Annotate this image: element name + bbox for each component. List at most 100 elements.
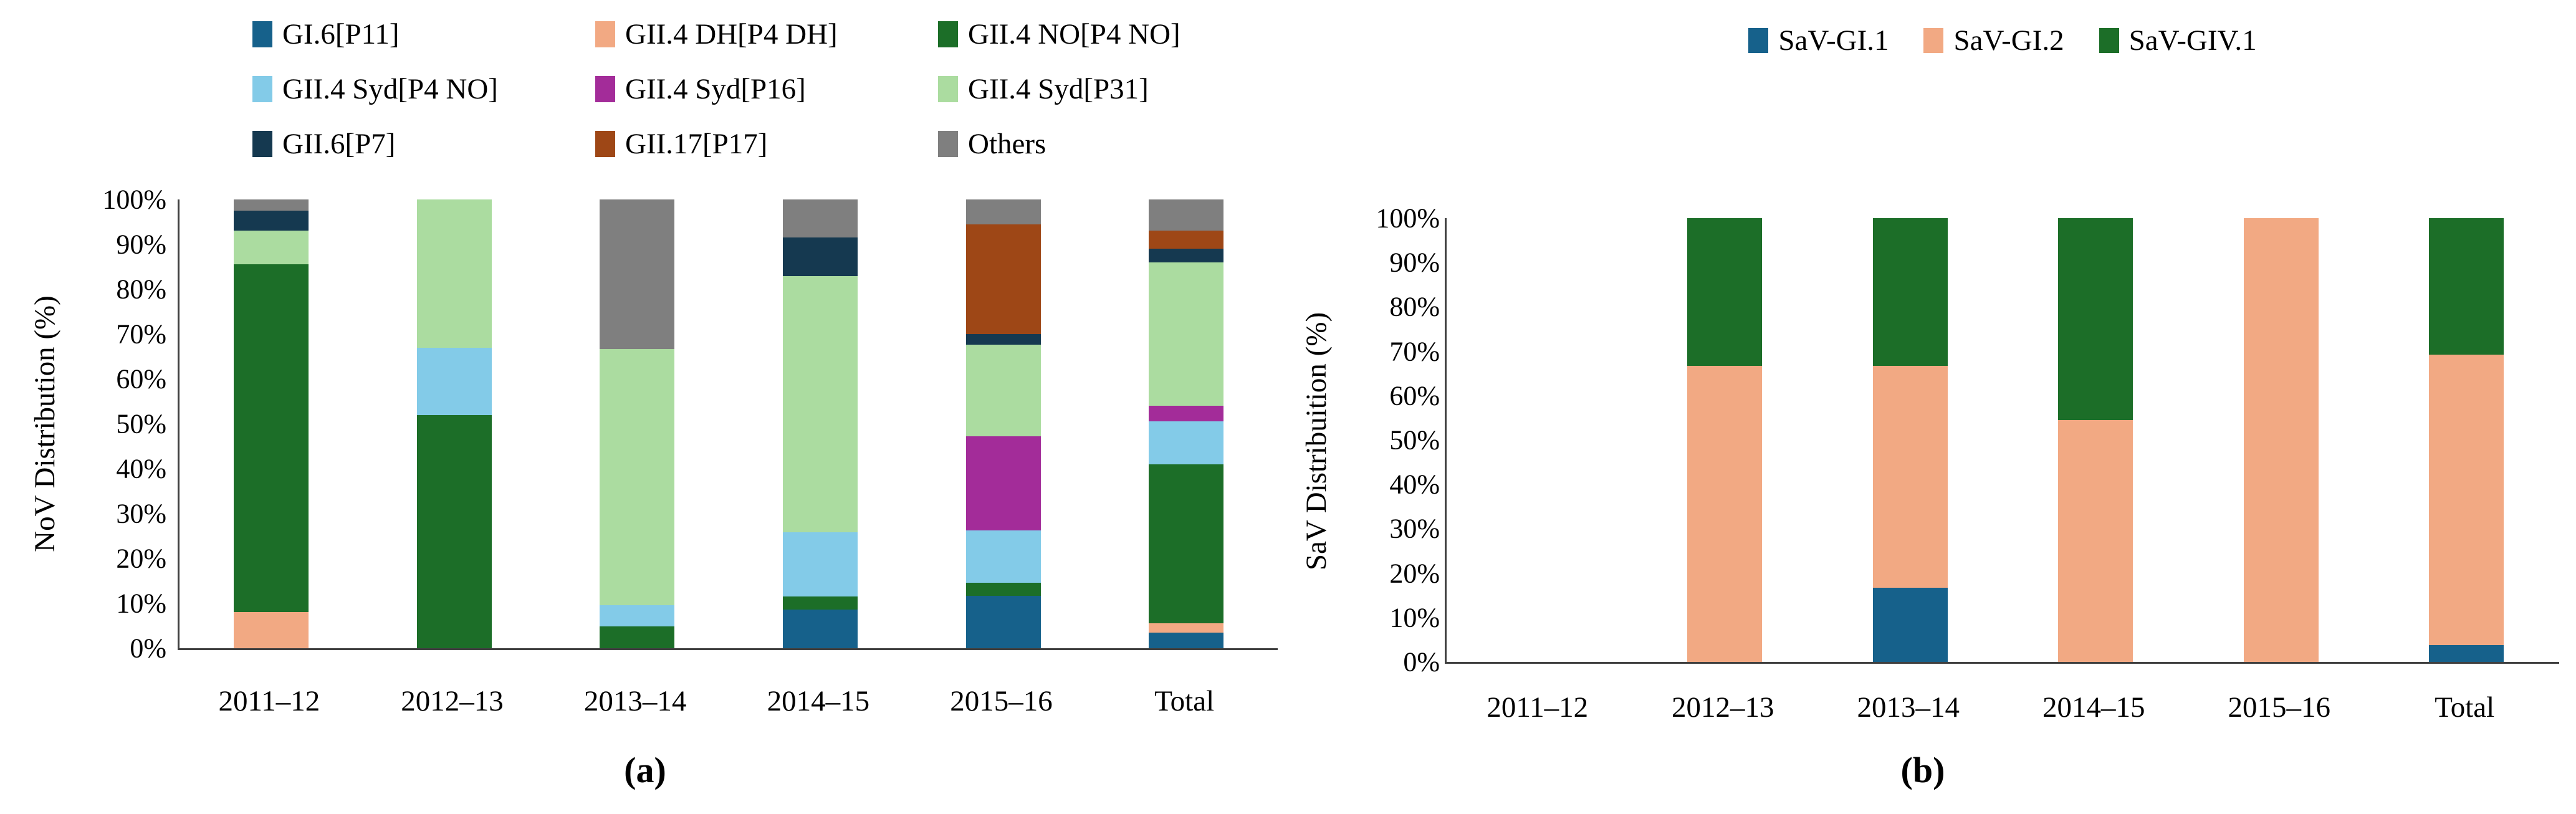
bar-segment [782, 596, 858, 610]
bar-slot [1094, 199, 1278, 648]
legend-label: GII.4 NO[P4 NO] [968, 18, 1180, 50]
legend-item: GII.17[P17] [595, 127, 938, 161]
bar-segment [416, 414, 492, 648]
y-tick-label: 10% [116, 588, 166, 619]
y-tick-label: 70% [1389, 336, 1440, 367]
y-tick-label: 60% [116, 363, 166, 395]
y-tick-label: 100% [102, 184, 166, 215]
y-tick-label: 40% [1389, 469, 1440, 500]
bar-segment [600, 605, 675, 627]
legend-item: GII.4 DH[P4 DH] [595, 17, 938, 51]
legend-swatch-icon [252, 131, 272, 157]
legend-item: GI.6[P11] [252, 17, 595, 51]
legend-swatch-icon [938, 76, 958, 102]
x-tick-label: 2015–16 [2228, 691, 2331, 724]
bar-segment [1149, 406, 1224, 422]
nov-legend: GI.6[P11] GII.4 DH[P4 DH] GII.4 NO[P4 NO] G… [252, 17, 1262, 161]
legend-item: SaV-GI.2 [1923, 24, 2064, 57]
x-tick-label: 2011–12 [1487, 691, 1589, 724]
sav-x-axis-labels: 2011–12 2012–13 2013–14 2014–15 2015–16 Total [1445, 691, 2557, 724]
bar-segment [2429, 355, 2504, 645]
bar-segment [1687, 218, 1763, 366]
bar-segment [1149, 231, 1224, 249]
y-tick-label: 100% [1376, 203, 1440, 234]
legend-label: GII.4 Syd[P4 NO] [282, 73, 498, 105]
nov-y-axis-title: NoV Distribution (%) [29, 295, 61, 552]
legend-label: SaV-GIV.1 [2128, 24, 2257, 57]
y-tick-label: 50% [1389, 424, 1440, 456]
bar-segment [965, 224, 1041, 335]
stacked-bar [1502, 218, 1577, 662]
stacked-bar [2429, 218, 2504, 662]
legend-item: GII.4 Syd[P16] [595, 72, 938, 106]
bar-segment [1872, 218, 1948, 366]
legend-label: SaV-GI.2 [1953, 24, 2064, 57]
legend-label: GI.6[P11] [282, 18, 400, 50]
bar-segment [965, 596, 1041, 648]
legend-swatch-icon [595, 76, 615, 102]
y-tick-label: 70% [116, 318, 166, 350]
bar-slot [363, 199, 546, 648]
sav-distribution-panel: SaV-GI.1 SaV-GI.2 SaV-GIV.1 SaV Distribuit… [1300, 0, 2576, 814]
x-tick-label: Total [1154, 685, 1215, 717]
stacked-bar [2243, 218, 2319, 662]
bar-segment [782, 532, 858, 597]
y-tick-label: 10% [1389, 602, 1440, 633]
y-tick-label: 90% [116, 229, 166, 260]
y-tick-label: 0% [130, 633, 166, 664]
sav-y-axis-ticks: 100% 90% 80% 70% 60% 50% 40% 30% 20% 10% 0% [1340, 203, 1440, 678]
legend-label: GII.6[P7] [282, 128, 396, 160]
bar-segment [2429, 644, 2504, 662]
nov-bars [180, 199, 1278, 648]
bar-segment [965, 530, 1041, 583]
bar-slot [2374, 218, 2560, 662]
legend-label: GII.4 Syd[P16] [625, 73, 806, 105]
panel-a-caption: (a) [624, 750, 666, 790]
bar-slot [1817, 218, 2003, 662]
bar-segment [1872, 588, 1948, 662]
legend-item: SaV-GI.1 [1748, 24, 1889, 57]
legend-swatch-icon [938, 131, 958, 157]
bar-slot [2003, 218, 2189, 662]
bar-segment [782, 199, 858, 238]
stacked-bar [782, 199, 858, 648]
legend-swatch-icon [595, 21, 615, 47]
legend-label: GII.4 Syd[P31] [968, 73, 1149, 105]
stacked-bar [600, 199, 675, 648]
y-tick-label: 60% [1389, 380, 1440, 411]
bar-slot [912, 199, 1095, 648]
legend-item: GII.4 Syd[P4 NO] [252, 72, 595, 106]
y-tick-label: 30% [116, 498, 166, 529]
bar-segment [1149, 249, 1224, 262]
nov-y-axis-ticks: 100% 90% 80% 70% 60% 50% 40% 30% 20% 10% 0% [59, 184, 166, 664]
bar-segment [782, 610, 858, 648]
x-tick-label: 2012–13 [1672, 691, 1774, 724]
bar-slot [545, 199, 729, 648]
x-tick-label: 2013–14 [1857, 691, 1960, 724]
bar-segment [600, 626, 675, 648]
sav-legend: SaV-GI.1 SaV-GI.2 SaV-GIV.1 [1445, 24, 2560, 57]
x-tick-label: 2011–12 [218, 685, 320, 717]
y-tick-label: 50% [116, 408, 166, 439]
bar-segment [416, 199, 492, 348]
legend-label: Others [968, 128, 1046, 160]
nov-plot-area [178, 199, 1278, 650]
stacked-bar [2058, 218, 2133, 662]
bar-segment [1149, 632, 1224, 648]
stacked-bar [233, 199, 309, 648]
bar-segment [782, 276, 858, 533]
y-tick-label: 20% [1389, 558, 1440, 589]
legend-swatch-icon [252, 76, 272, 102]
bar-segment [233, 211, 309, 231]
sav-y-axis-title: SaV Distribuition (%) [1300, 312, 1333, 571]
x-tick-label: 2015–16 [950, 685, 1053, 717]
bar-segment [782, 237, 858, 277]
nov-distribution-panel: GI.6[P11] GII.4 DH[P4 DH] GII.4 NO[P4 NO] G… [29, 17, 1278, 790]
bar-slot [2188, 218, 2374, 662]
legend-swatch-icon [938, 21, 958, 47]
bar-slot [729, 199, 912, 648]
bar-segment [1687, 366, 1763, 662]
y-tick-label: 30% [1389, 513, 1440, 544]
bar-slot [1632, 218, 1818, 662]
stacked-bar [1872, 218, 1948, 662]
